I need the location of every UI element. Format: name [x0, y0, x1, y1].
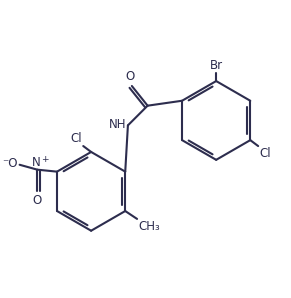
- Text: N: N: [32, 156, 41, 169]
- Text: NH: NH: [109, 118, 126, 131]
- Text: CH₃: CH₃: [138, 220, 160, 233]
- Text: +: +: [41, 155, 49, 164]
- Text: Cl: Cl: [71, 132, 82, 145]
- Text: ⁻O: ⁻O: [2, 157, 18, 170]
- Text: O: O: [33, 194, 42, 207]
- Text: Br: Br: [210, 59, 223, 72]
- Text: O: O: [125, 70, 134, 83]
- Text: Cl: Cl: [259, 147, 271, 160]
